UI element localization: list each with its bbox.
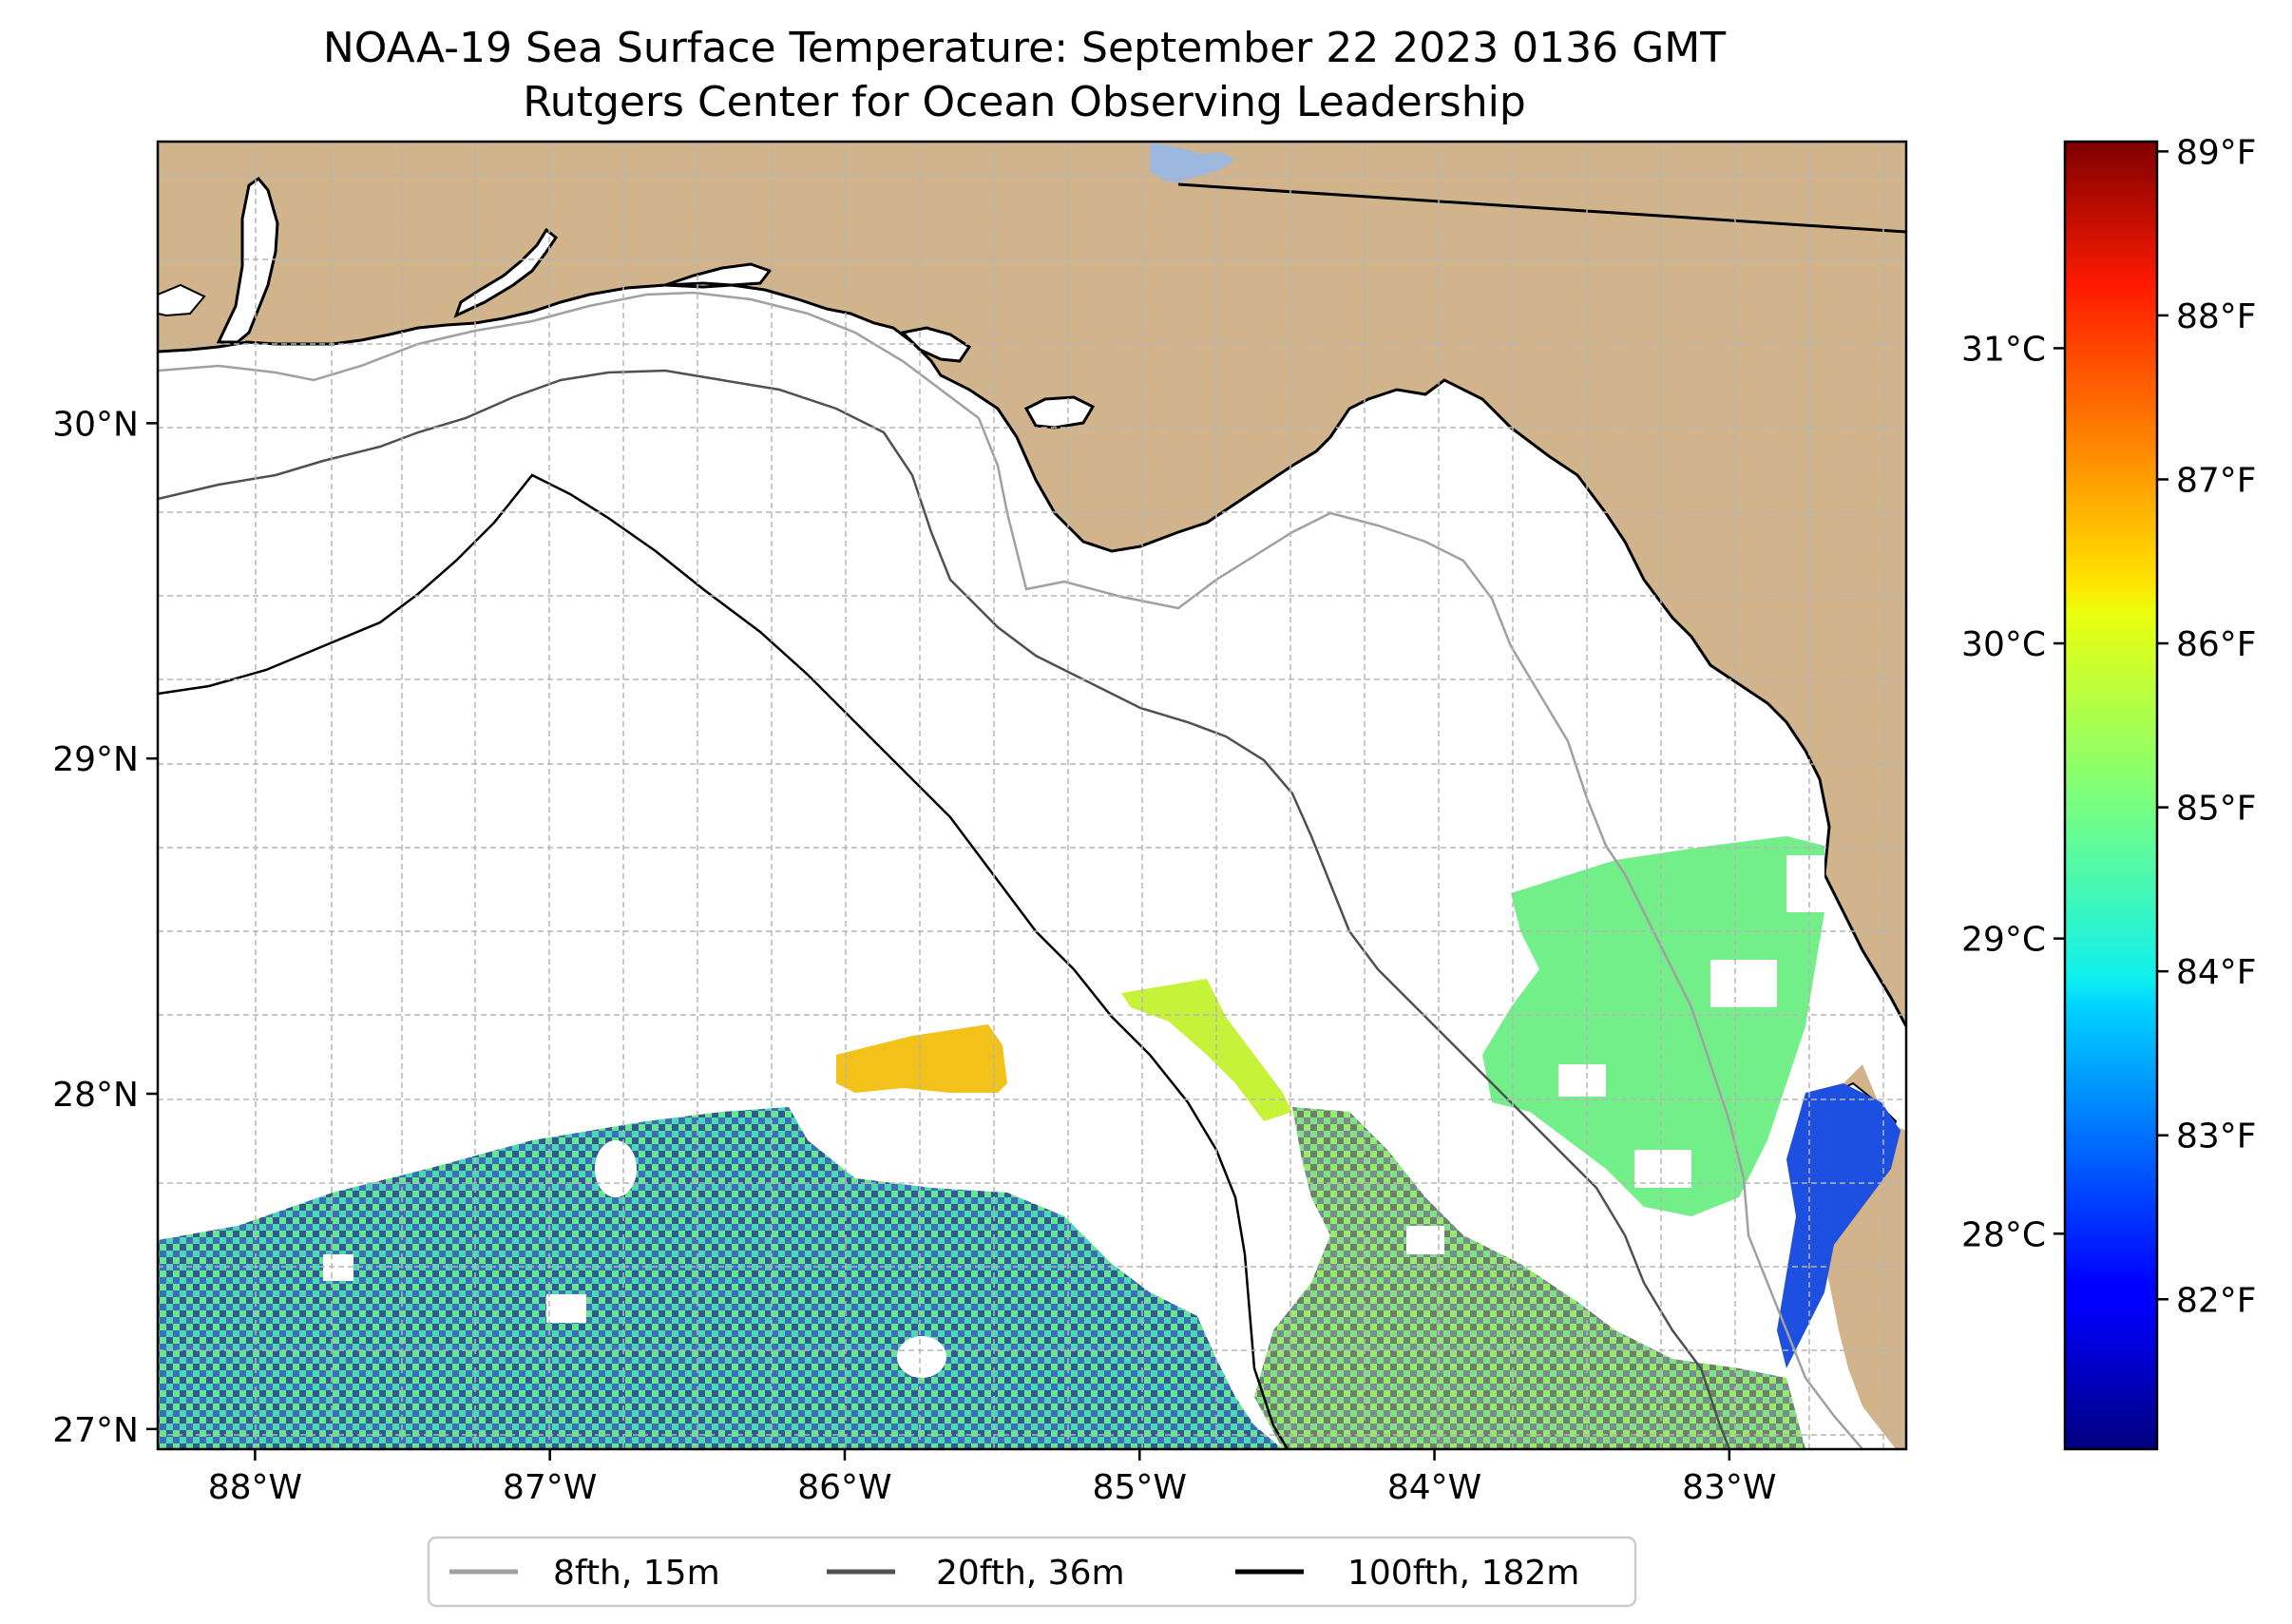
sst-patch-central bbox=[1121, 979, 1292, 1121]
lon-tick-label: 88°W bbox=[208, 1468, 302, 1507]
celsius-tick-label: 31°C bbox=[1961, 330, 2046, 369]
colorbar: 28°C 29°C 30°C 31°C 82°F 83°F 84°F 85°F 86°F 87°F… bbox=[1961, 133, 2257, 1451]
colorbar-ticks: 28°C 29°C 30°C 31°C 82°F 83°F 84°F 85°F 86°F 87°F… bbox=[1961, 133, 2256, 1320]
fahrenheit-tick-label: 85°F bbox=[2176, 790, 2257, 829]
legend-label-20fth: 20fth, 36m bbox=[936, 1554, 1125, 1593]
fahrenheit-tick-label: 83°F bbox=[2176, 1118, 2257, 1156]
cloud-gap bbox=[897, 1336, 946, 1378]
lon-tick-label: 83°W bbox=[1682, 1468, 1776, 1507]
bay-west bbox=[158, 283, 206, 317]
celsius-tick-label: 30°C bbox=[1961, 625, 2046, 664]
lat-tick-label: 30°N bbox=[52, 405, 139, 444]
lat-tick-label: 28°N bbox=[52, 1076, 139, 1115]
sst-patch-southwest-blend bbox=[158, 1107, 1283, 1449]
cloud-gap bbox=[595, 1140, 637, 1197]
land-north bbox=[158, 142, 1906, 1449]
fahrenheit-tick-label: 82°F bbox=[2176, 1281, 2257, 1320]
legend-box bbox=[427, 1536, 1637, 1608]
cloud-gap bbox=[323, 1254, 353, 1281]
lat-tick-label: 29°N bbox=[52, 740, 139, 779]
graticule bbox=[158, 142, 1906, 1449]
legend-label-100fth: 100fth, 182m bbox=[1347, 1554, 1579, 1593]
coastline bbox=[158, 281, 1906, 1027]
bay-apalachicola bbox=[1023, 395, 1096, 430]
fahrenheit-tick-label: 87°F bbox=[2176, 461, 2257, 500]
lon-tick-label: 84°W bbox=[1387, 1468, 1481, 1507]
colorbar-gradient bbox=[2063, 140, 2159, 1451]
lon-tick-label: 86°W bbox=[797, 1468, 891, 1507]
fahrenheit-tick-label: 88°F bbox=[2176, 297, 2257, 336]
cloud-gap bbox=[1558, 1064, 1606, 1097]
bay-choctawhatchee bbox=[664, 262, 773, 289]
bay-mobile bbox=[216, 176, 279, 344]
cloud-gap bbox=[1786, 855, 1824, 912]
sst-patch-coastal bbox=[1777, 1083, 1900, 1368]
bay-pensacola bbox=[453, 227, 559, 318]
lon-tick-label: 85°W bbox=[1093, 1468, 1187, 1507]
lat-tick-label: 27°N bbox=[52, 1411, 139, 1450]
cloud-gap bbox=[1634, 1150, 1691, 1188]
state-border bbox=[1177, 182, 1906, 234]
legend: 8fth, 15m 20fth, 36m 100fth, 182m bbox=[427, 1536, 1637, 1608]
map-tick-marks: 88°W 87°W 86°W 85°W 84°W 83°W 27°N 28°N 29°N 30°N bbox=[52, 405, 1776, 1507]
isobath-20fth bbox=[158, 369, 1731, 1449]
sst-data bbox=[158, 836, 1900, 1449]
celsius-tick-label: 29°C bbox=[1961, 921, 2046, 960]
cloud-gap bbox=[546, 1294, 586, 1323]
sst-patch-small-warm bbox=[836, 1024, 1007, 1093]
lake bbox=[1150, 143, 1235, 182]
sst-patch-southeast-blend bbox=[1254, 1107, 1805, 1449]
sst-patch-southwest bbox=[158, 1107, 1283, 1449]
fahrenheit-tick-label: 86°F bbox=[2176, 625, 2257, 664]
isobath-100fth bbox=[158, 473, 1289, 1449]
lon-tick-label: 87°W bbox=[503, 1468, 597, 1507]
fahrenheit-tick-label: 89°F bbox=[2176, 133, 2257, 172]
celsius-tick-label: 28°C bbox=[1961, 1215, 2046, 1254]
title-line-2: Rutgers Center for Ocean Observing Leade… bbox=[523, 78, 1526, 126]
title-line-1: NOAA-19 Sea Surface Temperature: Septemb… bbox=[323, 24, 1726, 72]
legend-label-8fth: 8fth, 15m bbox=[553, 1554, 720, 1593]
fahrenheit-tick-label: 84°F bbox=[2176, 953, 2257, 992]
cloud-gap bbox=[1710, 960, 1777, 1007]
map-frame bbox=[156, 140, 1908, 1451]
map-panel[interactable]: 88°W 87°W 86°W 85°W 84°W 83°W 27°N 28°N 29°N 30°N bbox=[52, 140, 1908, 1507]
